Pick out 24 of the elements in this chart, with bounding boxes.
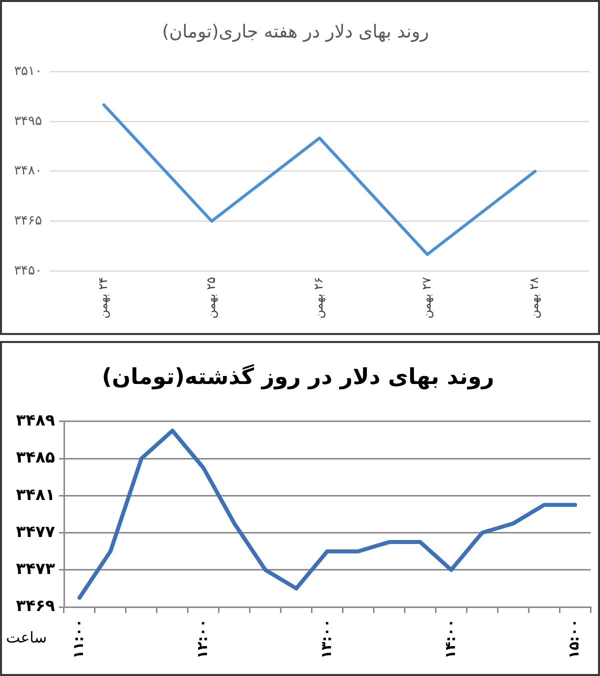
chart-title: روند بهای دلار در روز گذشته(تومان) xyxy=(102,362,494,390)
chart-title: روند بهای دلار در هفته جاری(تومان) xyxy=(162,21,429,42)
x-tick-label: ۱۴:۰۰ xyxy=(442,619,459,659)
x-tick-label: ۲۴ بهمن xyxy=(96,277,110,319)
y-tick-label: ۳۵۱۰ xyxy=(14,64,42,79)
x-tick-label: ۱۳:۰۰ xyxy=(318,619,335,659)
x-tick-label: ۲۵ بهمن xyxy=(204,277,218,319)
y-tick-label: ۳۴۸۹ xyxy=(16,410,56,430)
y-tick-label: ۳۴۸۵ xyxy=(16,448,56,467)
y-tick-label: ۳۴۶۹ xyxy=(16,596,56,616)
x-tick-label: ۱۱:۰۰ xyxy=(71,619,88,659)
y-tick-label: ۳۴۹۵ xyxy=(14,114,42,129)
y-tick-label: ۳۴۷۷ xyxy=(16,522,56,541)
y-tick-label: ۳۴۷۳ xyxy=(16,559,56,578)
y-tick-label: ۳۴۶۵ xyxy=(14,214,42,229)
x-tick-label: ۲۸ بهمن xyxy=(527,276,542,319)
x-tick-label: ۲۶ بهمن xyxy=(312,277,326,319)
x-tick-label: ۱۲:۰۰ xyxy=(195,619,212,659)
x-tick-label: ۱۵:۰۰ xyxy=(566,619,583,659)
y-tick-label: ۳۴۸۱ xyxy=(16,484,55,504)
x-axis-title: ساعت xyxy=(6,628,47,646)
x-tick-label: ۲۷ بهمن xyxy=(419,276,434,319)
y-tick-label: ۳۴۸۰ xyxy=(14,164,42,179)
y-tick-label: ۳۴۵۰ xyxy=(14,263,42,278)
